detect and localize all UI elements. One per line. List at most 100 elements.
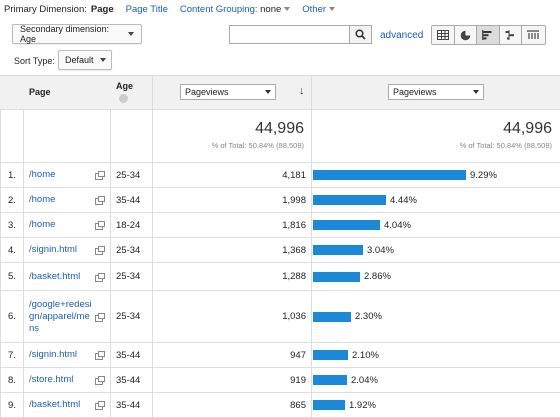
column-divider (311, 110, 312, 418)
external-link-icon (95, 246, 105, 255)
performance-view-button[interactable] (477, 26, 500, 44)
chevron-down-icon (473, 90, 479, 94)
sort-type-select[interactable]: Default (58, 50, 112, 70)
header-divider (311, 75, 312, 110)
search-button[interactable] (349, 26, 371, 43)
open-page-button[interactable] (95, 238, 105, 262)
pie-view-button[interactable] (454, 26, 477, 44)
chevron-down-icon (99, 58, 106, 62)
pageviews-value: 4,181 (282, 169, 306, 181)
share-bar (313, 350, 348, 360)
column-header-age[interactable]: Age (116, 81, 134, 103)
row-index: 2. (8, 194, 16, 206)
external-link-icon (95, 221, 105, 230)
share-bar (313, 170, 466, 180)
share-bar (313, 271, 360, 282)
primary-dimension-content-grouping[interactable]: Content Grouping: none (179, 3, 291, 15)
content-grouping-value: none (260, 3, 282, 15)
share-cell: 4.44% (313, 188, 417, 212)
external-link-icon (95, 196, 105, 205)
row-index: 9. (8, 399, 16, 411)
share-bar (313, 195, 386, 205)
table-search-input[interactable] (229, 25, 372, 44)
pageviews-value: 1,368 (282, 244, 306, 256)
table-row: 2. /home 35-44 1,998 4.44% (0, 188, 560, 213)
row-index: 1. (8, 169, 16, 181)
pivot-view-button[interactable] (522, 26, 545, 44)
table-row: 4. /signin.html 25-34 1,368 3.04% (0, 238, 560, 263)
table-row: 7. /signin.html 35-44 947 2.10% (0, 343, 560, 368)
chevron-down-icon (128, 32, 134, 36)
column-divider (23, 110, 24, 418)
age-value: 35-44 (116, 349, 141, 361)
page-link[interactable]: /signin.html (29, 244, 78, 255)
secondary-dimension-button[interactable]: Secondary dimension: Age (12, 24, 142, 44)
share-bar (313, 375, 347, 385)
page-link[interactable]: /basket.html (29, 399, 81, 410)
age-value: 25-34 (116, 169, 141, 181)
open-page-button[interactable] (95, 291, 105, 342)
share-cell: 9.29% (313, 163, 497, 187)
share-cell: 4.04% (313, 213, 411, 237)
metric-select-2[interactable]: Pageviews (388, 84, 484, 100)
totals-row: 44,996 % of Total: 50.84% (88,508) 44,99… (0, 110, 560, 163)
external-link-icon (95, 351, 105, 360)
primary-dimension-other[interactable]: Other (302, 3, 336, 15)
table-view-button[interactable] (432, 26, 455, 44)
share-bar (313, 400, 345, 410)
sort-descending-icon[interactable]: ↓ (299, 85, 305, 97)
share-cell: 2.04% (313, 368, 378, 392)
row-index: 5. (8, 271, 16, 282)
share-percent: 2.30% (355, 311, 382, 322)
page-link[interactable]: /home (29, 219, 56, 230)
other-label: Other (302, 3, 327, 15)
column-header-page[interactable]: Page (29, 87, 51, 97)
primary-dimension-page[interactable]: Page (90, 3, 114, 15)
open-page-button[interactable] (95, 343, 105, 367)
page-link[interactable]: /basket.html (29, 270, 81, 282)
column-divider (0, 110, 1, 418)
total-pageviews-value: 44,996 (255, 120, 304, 137)
remove-dimension-icon[interactable] (119, 94, 128, 103)
column-divider (110, 110, 111, 418)
external-link-icon (95, 272, 105, 282)
page-link[interactable]: /signin.html (29, 349, 78, 360)
age-value: 35-44 (116, 194, 141, 206)
age-value: 25-34 (116, 244, 141, 256)
page-link[interactable]: /google+redesign/apparel/mens (29, 298, 92, 334)
sort-type-value: Default (65, 55, 94, 65)
page-link[interactable]: /home (29, 169, 56, 180)
share-percent: 1.92% (349, 399, 376, 411)
table-header: Page Age Pageviews ↓ Pageviews (0, 75, 560, 110)
pageviews-value: 865 (290, 399, 306, 411)
share-percent: 9.29% (470, 169, 497, 181)
open-page-button[interactable] (95, 368, 105, 392)
open-page-button[interactable] (95, 393, 105, 417)
share-cell: 2.30% (313, 291, 382, 342)
open-page-button[interactable] (95, 213, 105, 237)
comparison-view-button[interactable] (499, 26, 522, 44)
external-link-icon (95, 401, 105, 410)
open-page-button[interactable] (95, 163, 105, 187)
external-link-icon (95, 171, 105, 180)
advanced-filter-link[interactable]: advanced (380, 30, 424, 41)
page-link[interactable]: /store.html (29, 374, 74, 385)
open-page-button[interactable] (95, 188, 105, 212)
primary-dimension-page-title[interactable]: Page Title (125, 3, 168, 15)
metric-select-1[interactable]: Pageviews (180, 84, 276, 100)
pie-view-icon (460, 30, 471, 40)
external-link-icon (95, 312, 105, 322)
secondary-dimension-label: Secondary dimension: Age (20, 24, 110, 44)
row-index: 7. (8, 349, 16, 361)
content-grouping-label: Content Grouping: (179, 3, 258, 15)
share-cell: 3.04% (313, 238, 394, 262)
age-value: 25-34 (116, 311, 141, 322)
row-index: 3. (8, 219, 16, 231)
age-value: 18-24 (116, 219, 141, 231)
column-divider (152, 110, 153, 418)
open-page-button[interactable] (95, 263, 105, 290)
pageviews-value: 1,288 (282, 271, 306, 282)
column-header-age-label: Age (116, 81, 134, 91)
comparison-view-icon (505, 30, 514, 40)
page-link[interactable]: /home (29, 194, 56, 205)
